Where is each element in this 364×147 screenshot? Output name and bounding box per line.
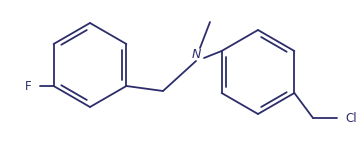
Text: N: N [191, 49, 201, 61]
Text: Cl: Cl [345, 112, 357, 125]
Text: F: F [25, 81, 32, 93]
